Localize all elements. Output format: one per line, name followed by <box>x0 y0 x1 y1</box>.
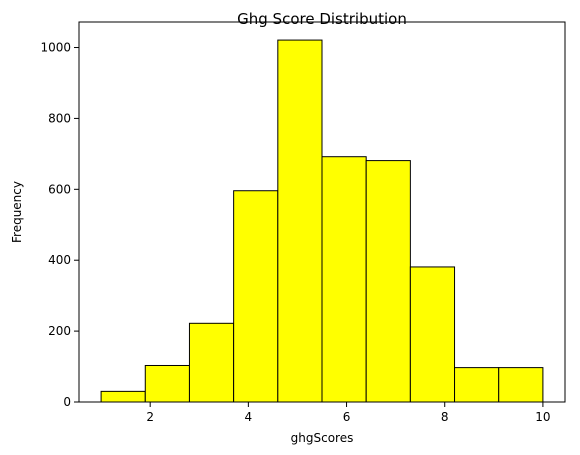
x-tick-label: 2 <box>146 410 154 424</box>
y-axis-label: Frequency <box>10 181 24 243</box>
y-axis: 0 200 400 600 800 1000 <box>40 41 79 409</box>
histogram-bar-3 <box>188 322 235 403</box>
x-tick-label: 4 <box>245 410 253 424</box>
histogram-bar-2 <box>144 364 190 403</box>
chart-title: Ghg Score Distribution <box>237 10 407 28</box>
histogram-bar-5 <box>277 39 323 403</box>
y-tick-label: 600 <box>48 182 71 196</box>
y-tick-label: 400 <box>48 253 71 267</box>
x-tick-label: 10 <box>535 410 550 424</box>
y-tick-label: 200 <box>48 324 71 338</box>
x-axis: 2 4 6 8 10 <box>146 402 551 424</box>
histogram-bar-8 <box>409 266 456 403</box>
plot-frame <box>78 21 566 403</box>
y-tick-label: 0 <box>63 395 71 409</box>
x-tick-label: 6 <box>343 410 351 424</box>
x-tick-label: 8 <box>441 410 449 424</box>
histogram-bar-7 <box>365 160 411 403</box>
y-tick-label: 1000 <box>40 41 71 55</box>
histogram-bar-4 <box>233 190 279 403</box>
histogram-bar-6 <box>321 156 367 403</box>
histogram-bar-9 <box>454 367 500 403</box>
histogram-bar-10 <box>498 367 544 403</box>
histogram-bar-1 <box>100 390 146 403</box>
y-tick-label: 800 <box>48 111 71 125</box>
x-axis-label: ghgScores <box>291 431 354 445</box>
bars-group <box>100 39 544 403</box>
